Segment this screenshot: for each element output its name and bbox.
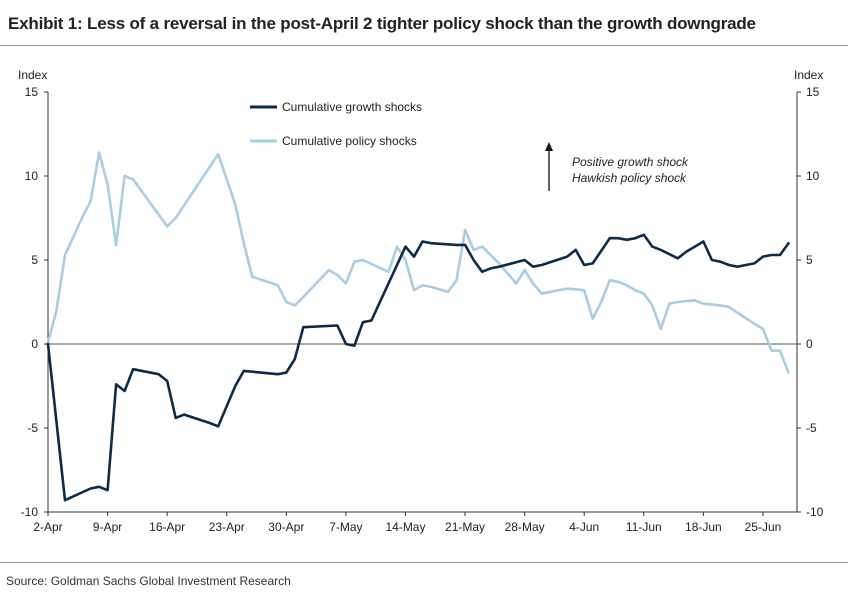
x-tick-label: 28-May (505, 520, 545, 534)
x-tick-label: 23-Apr (209, 520, 245, 534)
y-tick-label-right: 10 (806, 169, 820, 183)
y-tick-label-left: 5 (31, 253, 38, 267)
x-tick-label: 25-Jun (745, 520, 782, 534)
y-tick-label-left: 0 (31, 337, 38, 351)
source-divider (0, 562, 848, 563)
x-tick-label: 2-Apr (33, 520, 62, 534)
up-arrow-icon (545, 142, 553, 151)
source-note: Source: Goldman Sachs Global Investment … (6, 574, 291, 588)
x-tick-label: 14-May (385, 520, 425, 534)
y-tick-label-left: 10 (25, 169, 39, 183)
annotation-line-2: Hawkish policy shock (572, 171, 687, 185)
policy-series-line (46, 151, 790, 374)
y-tick-label-right: -5 (806, 421, 817, 435)
y-tick-label-left: 15 (25, 85, 39, 99)
x-tick-label: 9-Apr (93, 520, 122, 534)
x-tick-label: 18-Jun (685, 520, 722, 534)
title-divider (0, 45, 848, 46)
legend-label-growth: Cumulative growth shocks (282, 100, 422, 114)
y-axis-title-right: Index (794, 68, 823, 82)
y-tick-label-right: -10 (806, 505, 824, 519)
y-tick-label-right: 5 (806, 253, 813, 267)
line-chart: -10 -10 -5 -5 0 0 5 5 10 10 15 15 Index Index 2-Apr 9-A… (18, 68, 824, 534)
x-tick-label: 30-Apr (268, 520, 304, 534)
annotation-line-1: Positive growth shock (572, 155, 689, 169)
y-axis-title-left: Index (18, 68, 47, 82)
legend-label-policy: Cumulative policy shocks (282, 134, 417, 148)
x-tick-label: 11-Jun (626, 520, 662, 534)
x-tick-label: 16-Apr (149, 520, 185, 534)
x-tick-label: 7-May (329, 520, 362, 534)
y-tick-label-left: -5 (27, 421, 38, 435)
y-tick-label-right: 0 (806, 337, 813, 351)
chart-title: Exhibit 1: Less of a reversal in the pos… (8, 14, 756, 33)
x-tick-label: 21-May (445, 520, 485, 534)
x-tick-label: 4-Jun (569, 520, 599, 534)
y-tick-label-left: -10 (21, 505, 39, 519)
y-tick-label-right: 15 (806, 85, 820, 99)
growth-series-line (46, 233, 790, 502)
